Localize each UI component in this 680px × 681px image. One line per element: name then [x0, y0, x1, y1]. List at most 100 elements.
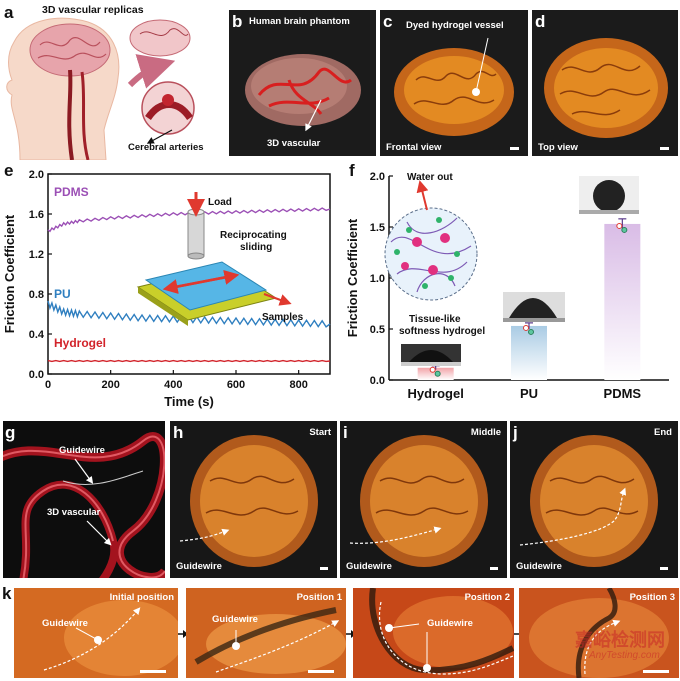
panel-j-guidewire: Guidewire [516, 561, 562, 572]
x-axis-label: Time (s) [164, 394, 214, 409]
panel-h-stage: Start [309, 427, 331, 438]
x-tick-label: 600 [227, 379, 245, 391]
watermark-en: AnyTesting.com [589, 650, 660, 661]
bar-pu [511, 325, 547, 380]
panel-a-arrow-text: Cerebral arteries [128, 142, 204, 153]
k-frame-2-title: Position 2 [464, 592, 510, 603]
y-tick-label: 0.0 [370, 375, 385, 387]
panel-h-guidewire: Guidewire [176, 561, 222, 572]
panel-k-frame-2: Position 2 Guidewire [353, 588, 514, 678]
watermark-cn: 嘉峪检测网 [575, 630, 665, 651]
inset-motion-label-1: Reciprocating [220, 230, 287, 241]
plot-frame [47, 173, 331, 375]
hydrogel-network-inset [384, 180, 478, 301]
tissue-like-label-1: Tissue-like [409, 314, 461, 325]
droplet-hydrogel [401, 344, 461, 366]
k-frame-1-title: Position 1 [296, 592, 342, 603]
panel-label-i: i [343, 423, 348, 442]
panel-label-k: k [2, 584, 12, 603]
panel-label-e: e [4, 161, 14, 180]
friction-bar-chart: 0.0 0.5 1.0 1.5 2.0 Friction Coefficient Hydro… [347, 171, 669, 401]
panel-d: d Top view [532, 10, 678, 156]
panel-g: g Guidewire 3D vascular [3, 421, 165, 578]
y-tick-label: 1.5 [370, 222, 385, 234]
panel-d-view: Top view [538, 142, 578, 153]
panel-i-guidewire: Guidewire [346, 561, 392, 572]
panel-label-c: c [383, 12, 393, 31]
x-tick-label: 400 [164, 379, 182, 391]
scale-bar [660, 147, 669, 150]
droplet-pu [503, 292, 565, 322]
y-tick-label: 0.5 [370, 324, 385, 336]
scale-bar [140, 670, 166, 673]
x-tick-label: 800 [289, 379, 307, 391]
y-tick-label: 1.2 [29, 249, 44, 261]
inset-samples-label: Samples [262, 312, 304, 323]
y-axis-label: Friction Coefficient [2, 214, 17, 333]
panel-k-frame-1: Position 1 Guidewire [186, 588, 346, 678]
panel-h: h Start Guidewire [170, 421, 337, 578]
series-line-hydrogel [47, 359, 331, 363]
vascular-network-red [257, 67, 352, 115]
y-tick-label: 0.8 [29, 289, 44, 301]
panel-a-title: 3D vascular replicas [42, 4, 144, 16]
data-point [429, 366, 436, 373]
k-frame-3-title: Position 3 [629, 592, 675, 603]
panel-c-view: Frontal view [386, 142, 442, 153]
panel-j-stage: End [654, 427, 672, 438]
x-tick-label: 200 [101, 379, 119, 391]
scale-bar [510, 147, 519, 150]
brain-shape [29, 23, 111, 77]
tissue-like-label-2: softness hydrogel [399, 326, 485, 337]
y-tick-label: 1.0 [370, 273, 385, 285]
friction-time-chart: 0.0 0.4 0.8 1.2 1.6 2.0 0 200 400 600 800 Time (s) F… [2, 169, 331, 409]
panel-label-a: a [4, 3, 14, 22]
x-category-label: PU [520, 386, 538, 401]
panel-i-stage: Middle [470, 427, 501, 438]
water-out-label: Water out [407, 172, 453, 183]
scale-bar [660, 567, 668, 570]
bar-pdms [604, 223, 641, 380]
k-frame-2-guidewire: Guidewire [427, 618, 473, 629]
scale-bar [643, 670, 669, 673]
k-frame-1-guidewire: Guidewire [212, 614, 258, 625]
panel-g-guidewire: Guidewire [59, 445, 105, 456]
data-point [616, 222, 623, 229]
data-point [621, 226, 628, 233]
panel-k-frame-3: Position 3 嘉峪检测网 AnyTesting.com [519, 588, 679, 678]
inset-motion-label-2: sliding [240, 242, 272, 253]
guidewire-line [62, 470, 144, 485]
panel-k-frame-0: Initial position Guidewire [14, 588, 178, 678]
series-label-hydrogel: Hydrogel [54, 336, 106, 350]
brain-replica-top [129, 19, 191, 57]
x-tick-label: 0 [45, 379, 51, 391]
data-point [434, 370, 441, 377]
series-label-pdms: PDMS [54, 185, 89, 199]
panel-g-vascular: 3D vascular [47, 507, 101, 518]
tribometer-inset [136, 192, 292, 326]
panel-label-f: f [349, 161, 355, 180]
scale-bar [490, 567, 498, 570]
inset-load-label: Load [208, 197, 232, 208]
droplet-pdms [579, 176, 639, 214]
data-point [528, 328, 534, 335]
panel-label-d: d [535, 12, 546, 31]
panel-label-g: g [5, 423, 16, 442]
panel-c: c Dyed hydrogel vessel Frontal view [380, 10, 528, 156]
panel-label-j: j [513, 423, 518, 442]
panel-j: j End Guidewire [510, 421, 678, 578]
y-tick-label: 1.6 [29, 209, 44, 221]
panel-label-h: h [173, 423, 184, 442]
y-tick-label: 2.0 [29, 169, 44, 181]
panel-i: i Middle Guidewire [340, 421, 507, 578]
panel-b: b Human brain phantom 3D vascular [229, 10, 376, 156]
k-frame-0-title: Initial position [109, 592, 174, 603]
scale-bar [320, 567, 328, 570]
scale-bar [308, 670, 334, 673]
y-tick-label: 0.4 [29, 329, 45, 341]
series-label-pu: PU [54, 287, 71, 301]
y-axis-label: Friction Coefficient [347, 218, 360, 337]
y-tick-label: 0.0 [29, 369, 44, 381]
y-tick-label: 2.0 [370, 171, 385, 183]
panel-a: a 3D vascular replicas Cerebral arteries [0, 0, 228, 160]
